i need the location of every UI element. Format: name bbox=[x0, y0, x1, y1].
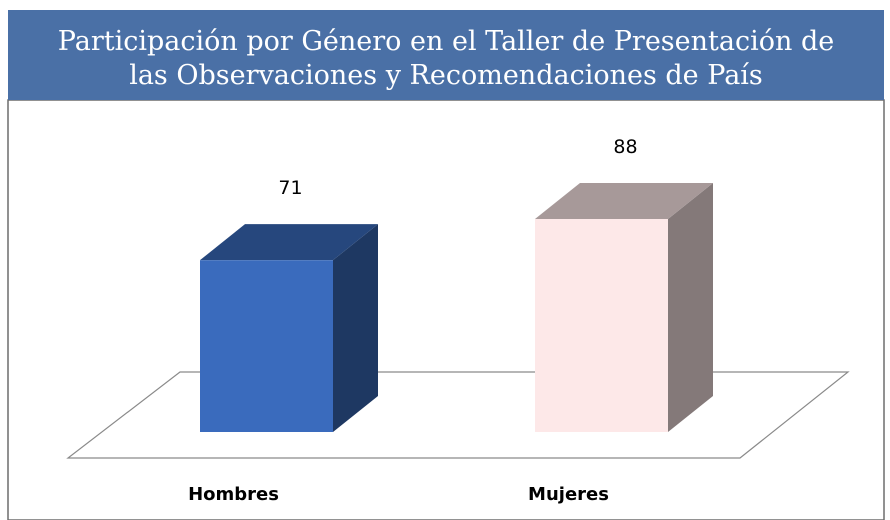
chart-title: Participación por Género en el Taller de… bbox=[58, 26, 834, 57]
bar-top bbox=[535, 183, 713, 220]
x-tick-label: Hombres bbox=[188, 484, 279, 505]
title-banner bbox=[8, 10, 884, 100]
x-tick-label: Mujeres bbox=[528, 484, 609, 505]
data-label: 71 bbox=[278, 177, 302, 199]
bar-side bbox=[668, 183, 713, 432]
bar-top bbox=[200, 224, 378, 261]
bar bbox=[200, 260, 333, 432]
floor bbox=[66, 371, 850, 459]
bar-side bbox=[333, 224, 378, 432]
chart-title: las Observaciones y Recomendaciones de P… bbox=[129, 60, 763, 91]
bar bbox=[535, 219, 668, 432]
data-label: 88 bbox=[613, 136, 637, 158]
